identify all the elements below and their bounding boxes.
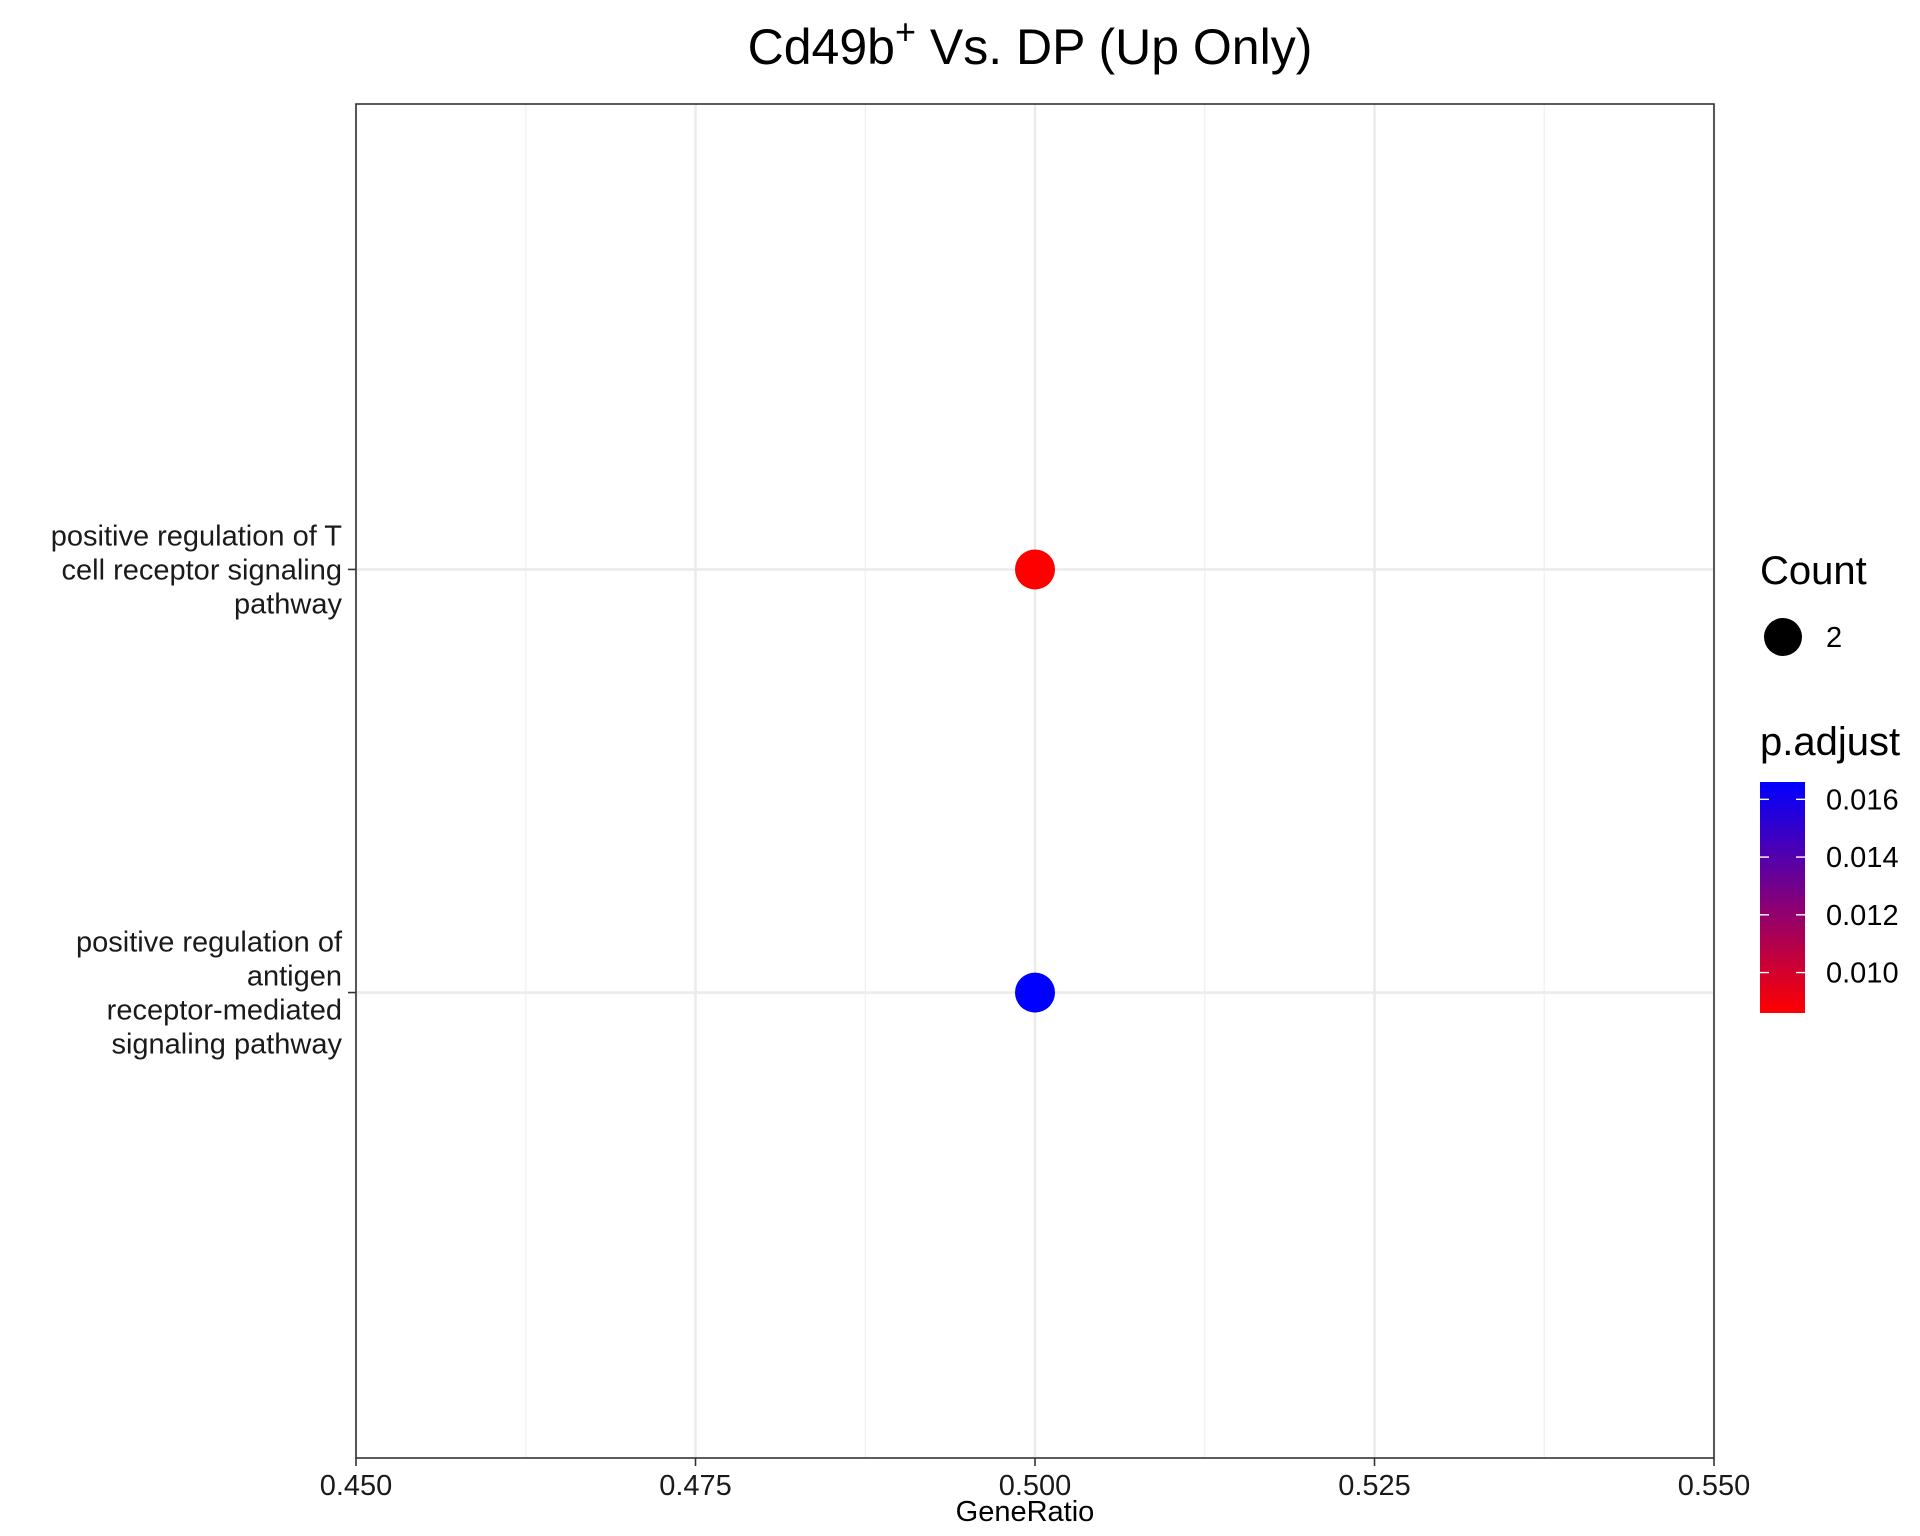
color-bar-label: 0.012 xyxy=(1826,900,1899,932)
y-axis: positive regulation of antigen receptor-me… xyxy=(51,520,356,1061)
color-bar-label: 0.016 xyxy=(1826,784,1899,816)
data-point xyxy=(1015,972,1055,1013)
chart-title: Cd49b+ Vs. DP (Up Only) xyxy=(748,11,1313,75)
y-category-label-line: positive regulation of xyxy=(76,927,343,959)
color-legend-title: p.adjust xyxy=(1760,720,1900,764)
color-bar-label: 0.010 xyxy=(1826,958,1899,990)
data-point xyxy=(1015,549,1055,590)
y-category-label-line: antigen xyxy=(247,961,342,993)
x-tick-label: 0.475 xyxy=(659,1470,732,1502)
y-category-label-line: receptor-mediated xyxy=(107,995,342,1027)
y-category-label-line: signaling pathway xyxy=(111,1029,342,1061)
color-bar xyxy=(1760,782,1805,1013)
size-legend-title: Count xyxy=(1760,549,1867,593)
x-axis: 0.450 0.475 0.500 0.525 0.550 xyxy=(320,1458,1751,1502)
y-category-label-line: cell receptor signaling xyxy=(62,554,342,586)
color-legend: p.adjust 0.016 0.014 0.012 0.010 xyxy=(1760,720,1900,1013)
y-category-label-line: positive regulation of T xyxy=(51,520,343,552)
x-tick-label: 0.450 xyxy=(320,1470,393,1502)
x-tick-label: 0.500 xyxy=(999,1470,1072,1502)
y-category-label-line: pathway xyxy=(234,588,343,620)
size-legend: Count 2 xyxy=(1760,549,1867,656)
plot-area xyxy=(354,103,1716,1459)
y-category-label: positive regulation of antigen receptor-me… xyxy=(76,927,343,1061)
x-tick-label: 0.550 xyxy=(1678,1470,1751,1502)
x-axis-title: GeneRatio xyxy=(956,1496,1095,1528)
color-bar-label: 0.014 xyxy=(1826,842,1899,874)
size-legend-label: 2 xyxy=(1826,622,1842,654)
size-legend-key xyxy=(1764,618,1802,656)
x-tick-label: 0.525 xyxy=(1338,1470,1411,1502)
